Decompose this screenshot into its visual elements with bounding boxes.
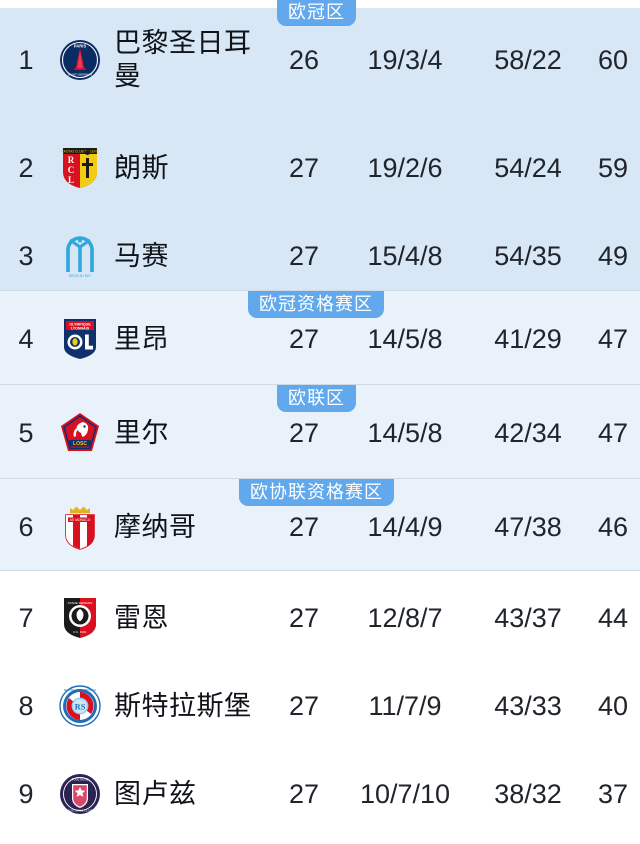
row-played: 27	[288, 417, 320, 448]
row-played: 26	[288, 44, 320, 75]
row-rank: 8	[18, 690, 34, 721]
zone-badge-champions-league: 欧冠区	[277, 0, 356, 26]
zone-divider	[0, 384, 640, 385]
svg-text:OLYMPIQUE: OLYMPIQUE	[69, 322, 91, 326]
row-points: 49	[597, 240, 629, 271]
toulouse-crest: TOULOUSE FOOTBALL CLUB	[52, 773, 108, 815]
svg-text:LOSC: LOSC	[73, 441, 87, 447]
row-rank: 2	[18, 152, 34, 183]
lille-crest: LOSC	[52, 411, 108, 455]
table-row[interactable]: 4 OLYMPIQUE LYONNAIS 里昂 27 14/5/8 41/29 …	[0, 298, 640, 380]
row-rank: 7	[18, 602, 34, 633]
row-points: 60	[597, 44, 629, 75]
row-club-name: 里昂	[114, 323, 169, 354]
row-record: 11/7/9	[368, 690, 442, 721]
table-row[interactable]: 9 TOULOUSE FOOTBALL CLUB 图卢兹 27 10/7/10 …	[0, 750, 640, 838]
psg-crest: PARIS SAINT-GERMAIN	[52, 39, 108, 81]
row-rank: 1	[18, 44, 34, 75]
row-goals: 43/33	[494, 690, 562, 721]
row-club-name: 马赛	[114, 240, 169, 271]
row-record: 14/4/9	[367, 511, 443, 542]
rennes-crest: STADE RENNAIS F.C. 1901	[52, 596, 108, 640]
row-goals: 47/38	[494, 511, 562, 542]
zone-badge-conference-qualifying: 欧协联资格赛区	[239, 479, 394, 506]
row-record: 14/5/8	[367, 323, 443, 354]
svg-text:RACING CLUB DE LENS: RACING CLUB DE LENS	[61, 150, 99, 154]
row-goals: 58/22	[494, 44, 562, 75]
row-points: 40	[597, 690, 629, 721]
svg-text:TOULOUSE: TOULOUSE	[71, 777, 88, 781]
svg-text:FOOTBALL CLUB: FOOTBALL CLUB	[68, 809, 92, 813]
row-played: 27	[288, 778, 320, 809]
row-record: 14/5/8	[367, 417, 443, 448]
row-club-name: 斯特拉斯堡	[114, 690, 252, 721]
zone-divider	[0, 290, 640, 291]
row-club-name: 雷恩	[114, 602, 169, 633]
row-club-name: 图卢兹	[114, 778, 197, 809]
row-goals: 41/29	[494, 323, 562, 354]
svg-text:PARIS: PARIS	[74, 44, 87, 49]
row-rank: 4	[18, 323, 34, 354]
row-rank: 5	[18, 417, 34, 448]
row-goals: 54/35	[494, 240, 562, 271]
table-row[interactable]: 1 PARIS SAINT-GERMAIN 巴黎圣日耳曼 26 19/3/4 5…	[0, 14, 640, 106]
svg-text:L: L	[68, 175, 74, 185]
svg-text:AS MONACO: AS MONACO	[70, 518, 91, 522]
svg-text:RS: RS	[75, 702, 86, 711]
row-club-name: 里尔	[114, 417, 169, 448]
row-played: 27	[288, 690, 320, 721]
row-record: 12/8/7	[367, 602, 443, 633]
table-row[interactable]: 8 RS RACING STRASBOURG 斯特拉斯堡 27 11/7/9 4…	[0, 662, 640, 750]
row-played: 27	[288, 152, 320, 183]
lens-crest: RACING CLUB DE LENS R C L	[52, 146, 108, 190]
row-record: 19/2/6	[367, 152, 443, 183]
monaco-crest: AS MONACO	[52, 504, 108, 550]
row-played: 27	[288, 323, 320, 354]
row-goals: 43/37	[494, 602, 562, 633]
row-record: 15/4/8	[367, 240, 443, 271]
strasbourg-crest: RS RACING STRASBOURG	[52, 685, 108, 727]
row-club-name: 朗斯	[114, 152, 169, 183]
row-points: 46	[597, 511, 629, 542]
row-rank: 9	[18, 778, 34, 809]
lyon-crest: OLYMPIQUE LYONNAIS	[52, 317, 108, 361]
svg-text:DROIT AU BUT: DROIT AU BUT	[69, 274, 91, 278]
svg-text:F.C. 1901: F.C. 1901	[73, 630, 87, 634]
row-record: 10/7/10	[359, 778, 451, 809]
zone-badge-ucl-qualifying: 欧冠资格赛区	[248, 291, 384, 318]
row-points: 47	[597, 417, 629, 448]
table-row[interactable]: 2 RACING CLUB DE LENS R C L 朗斯 27 19/2/6…	[0, 122, 640, 214]
row-rank: 3	[18, 240, 34, 271]
svg-text:C: C	[68, 165, 75, 175]
row-goals: 42/34	[494, 417, 562, 448]
svg-text:R: R	[68, 155, 75, 165]
zone-divider	[0, 478, 640, 479]
svg-text:RACING STRASBOURG: RACING STRASBOURG	[64, 688, 97, 692]
row-played: 27	[288, 602, 320, 633]
row-points: 44	[597, 602, 629, 633]
svg-text:STADE RENNAIS: STADE RENNAIS	[68, 601, 93, 605]
table-row[interactable]: 7 STADE RENNAIS F.C. 1901 雷恩 27 12/8/7 4…	[0, 574, 640, 662]
row-played: 27	[288, 511, 320, 542]
svg-text:SAINT-GERMAIN: SAINT-GERMAIN	[68, 73, 92, 77]
table-row[interactable]: 5 LOSC 里尔 27 14/5/8 42/34 47	[0, 392, 640, 474]
row-rank: 6	[18, 511, 34, 542]
table-row[interactable]: 6 AS MONACO 摩纳哥 27 14/4/9 47/38 46	[0, 486, 640, 568]
marseille-crest: DROIT AU BUT	[52, 234, 108, 278]
row-points: 47	[597, 323, 629, 354]
zone-background-champions-league	[0, 8, 640, 290]
row-goals: 54/24	[494, 152, 562, 183]
row-club-name: 巴黎圣日耳曼	[114, 28, 252, 91]
row-record: 19/3/4	[367, 44, 443, 75]
table-row[interactable]: 3 DROIT AU BUT 马赛 27 15/4/8 54/35 49	[0, 210, 640, 302]
row-played: 27	[288, 240, 320, 271]
row-goals: 38/32	[494, 778, 562, 809]
row-points: 59	[597, 152, 629, 183]
row-points: 37	[597, 778, 629, 809]
zone-badge-europa-league: 欧联区	[277, 385, 356, 412]
zone-divider	[0, 570, 640, 571]
row-club-name: 摩纳哥	[114, 511, 197, 542]
svg-text:LYONNAIS: LYONNAIS	[71, 326, 90, 330]
